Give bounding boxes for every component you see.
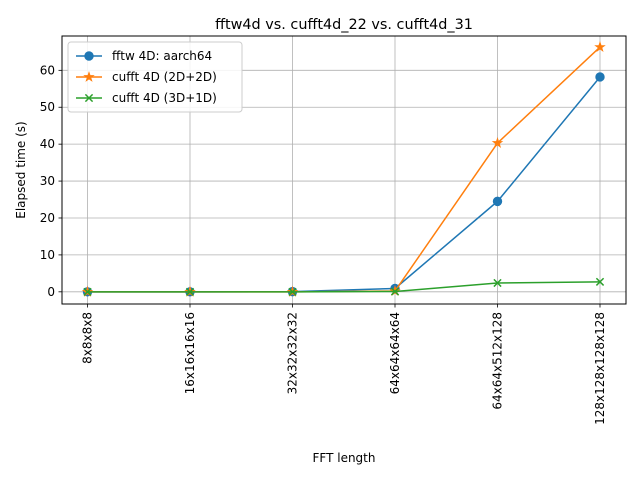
legend-label: cufft 4D (2D+2D)	[112, 70, 217, 84]
x-tick-label: 32x32x32x32	[286, 312, 300, 394]
x-tick-label: 8x8x8x8	[81, 312, 95, 364]
x-axis-label: FFT length	[313, 451, 376, 465]
legend-label: cufft 4D (3D+1D)	[112, 91, 217, 105]
y-axis-label: Elapsed time (s)	[14, 121, 28, 219]
series-1-point	[595, 72, 605, 82]
legend-label: fftw 4D: aarch64	[112, 49, 212, 63]
plot-frame	[61, 35, 627, 305]
y-tick-label: 40	[40, 137, 55, 151]
y-tick-label: 10	[40, 248, 55, 262]
legend-box	[67, 41, 243, 113]
chart-title: fftw4d vs. cufft4d_22 vs. cufft4d_31	[215, 17, 473, 33]
x-tick-label: 16x16x16x16	[183, 312, 197, 394]
y-tick-label: 50	[40, 100, 55, 114]
series-3-point	[493, 278, 502, 288]
series-line-3	[87, 281, 601, 293]
y-tick-label: 30	[40, 174, 55, 188]
series-3-point	[83, 287, 92, 296]
series-2-point	[491, 137, 504, 148]
legend: fftw 4D: aarch64 cufft 4D (2D+2D) cufft 4D…	[67, 41, 243, 113]
y-tick-label: 60	[40, 63, 55, 77]
series-layer	[81, 41, 606, 297]
series-3-point	[595, 277, 605, 286]
x-tick-label: 64x64x512x128	[491, 312, 505, 410]
axes: 0 10 20 30 40 50 60 8x8x8x8 16x16x16x16 32x32x32x…	[40, 63, 607, 425]
y-tick-label: 20	[40, 211, 55, 225]
series-3-point	[288, 287, 297, 296]
legend-swatch-marker	[84, 93, 94, 103]
x-tick-label: 64x64x64x64	[388, 312, 402, 394]
legend-swatch-marker	[83, 70, 95, 82]
y-tick-label: 0	[47, 285, 55, 299]
series-3-point	[390, 287, 400, 296]
legend-swatch-marker	[84, 51, 94, 61]
series-2-point	[594, 41, 606, 52]
series-3-point	[185, 287, 195, 296]
series-1-point	[492, 196, 503, 207]
x-tick-label: 128x128x128x128	[593, 312, 607, 425]
